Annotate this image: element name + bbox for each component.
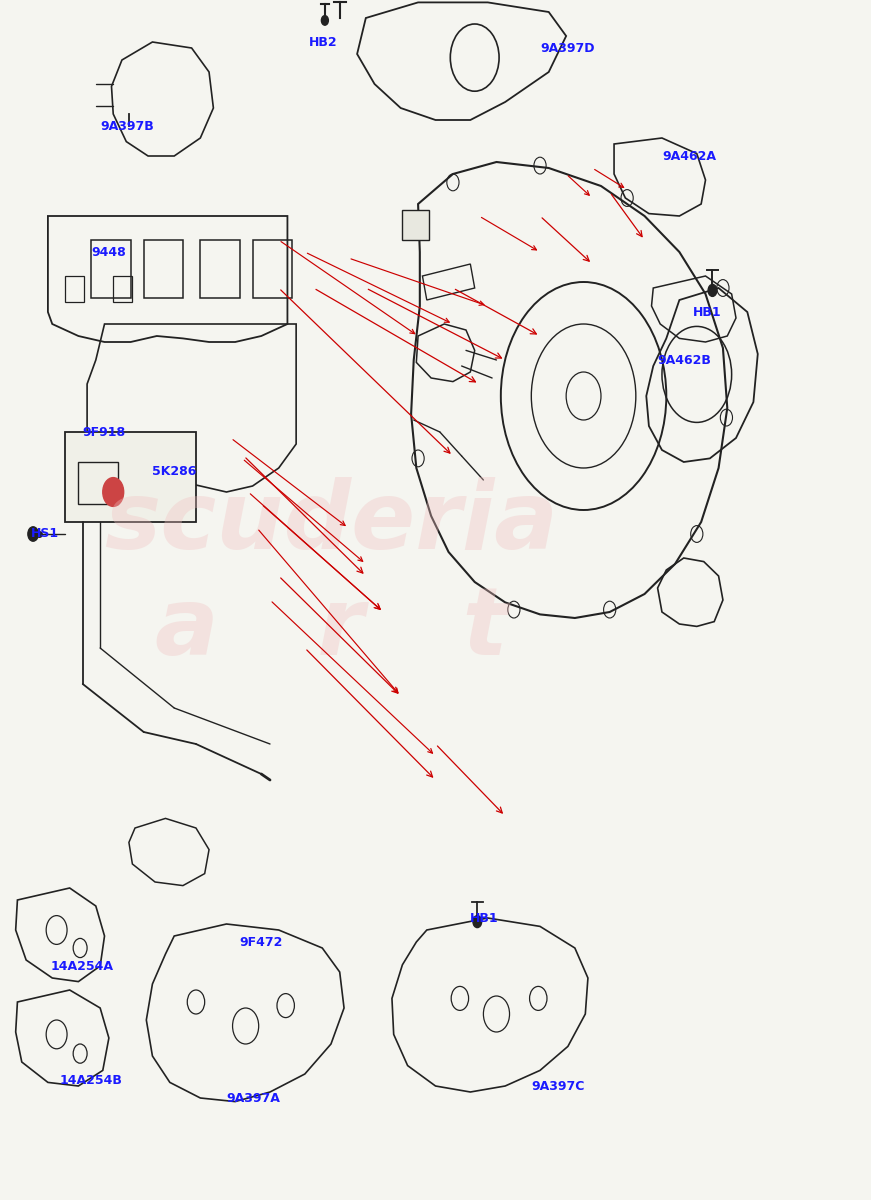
Bar bbox=[253, 240, 292, 298]
Circle shape bbox=[473, 916, 482, 928]
Text: 5K286: 5K286 bbox=[152, 466, 197, 478]
Text: 9A462B: 9A462B bbox=[658, 354, 712, 366]
Text: 14A254B: 14A254B bbox=[59, 1074, 122, 1086]
Circle shape bbox=[103, 478, 124, 506]
Text: 9F918: 9F918 bbox=[83, 426, 126, 438]
Text: 9F472: 9F472 bbox=[240, 936, 283, 948]
Text: HB2: HB2 bbox=[309, 36, 338, 48]
Text: 9A397B: 9A397B bbox=[100, 120, 154, 132]
Text: 9A397C: 9A397C bbox=[531, 1080, 584, 1092]
Circle shape bbox=[28, 527, 38, 541]
Bar bbox=[144, 240, 183, 298]
Circle shape bbox=[321, 16, 328, 25]
Text: scuderia
a   r   t: scuderia a r t bbox=[104, 476, 558, 676]
Bar bbox=[91, 240, 131, 298]
Bar bbox=[78, 462, 118, 504]
Bar bbox=[65, 432, 196, 522]
Text: 14A254A: 14A254A bbox=[51, 960, 113, 972]
Text: 9A397A: 9A397A bbox=[226, 1092, 280, 1104]
Bar bbox=[402, 210, 429, 240]
Bar bbox=[65, 276, 84, 302]
Text: HB1: HB1 bbox=[470, 912, 499, 924]
Text: HB1: HB1 bbox=[692, 306, 721, 318]
Bar bbox=[113, 276, 132, 302]
Text: 9A462A: 9A462A bbox=[662, 150, 716, 162]
Text: 9A397D: 9A397D bbox=[540, 42, 595, 54]
Circle shape bbox=[708, 284, 717, 296]
Text: HS1: HS1 bbox=[30, 528, 58, 540]
Bar bbox=[200, 240, 240, 298]
Text: 9448: 9448 bbox=[91, 246, 126, 258]
